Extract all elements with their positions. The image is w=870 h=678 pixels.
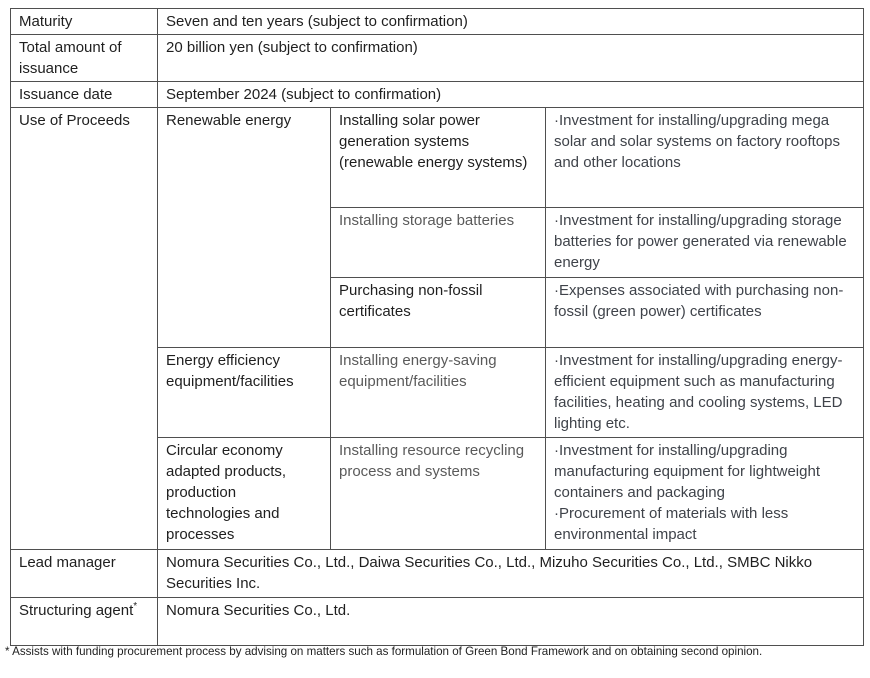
detail-storage-batteries: ·Investment for installing/upgrading sto… [544, 207, 865, 278]
project-storage-batteries: Installing storage batteries [330, 207, 546, 278]
table-row: Circular economy adapted products, produ… [11, 437, 865, 550]
detail-bullet: ·Investment for installing/upgrading sto… [554, 212, 847, 271]
issuance-date-label: Issuance date [10, 81, 158, 108]
table-row: Purchasing non-fossil certificates ·Expe… [11, 277, 865, 348]
detail-resource-recycling: ·Investment for installing/upgrading man… [544, 437, 865, 550]
table-row: Lead manager Nomura Securities Co., Ltd.… [10, 549, 865, 598]
category-renewable-energy: Renewable energy [157, 107, 331, 348]
detail-bullet: ·Investment for installing/upgrading ene… [554, 352, 843, 432]
issuance-date-value: September 2024 (subject to confirmation) [156, 81, 865, 108]
category-circular-economy: Circular economy adapted products, produ… [157, 437, 331, 550]
structuring-agent-value: Nomura Securities Co., Ltd. [156, 597, 865, 646]
total-amount-label: Total amount of issuance [10, 34, 158, 82]
bond-terms-table: Maturity Seven and ten years (subject to… [10, 8, 865, 646]
lead-manager-label: Lead manager [10, 549, 158, 598]
detail-solar-power: ·Investment for installing/upgrading meg… [544, 107, 865, 208]
project-energy-saving: Installing energy-saving equipment/facil… [330, 347, 546, 438]
project-solar-power: Installing solar power generation system… [330, 107, 546, 208]
maturity-label: Maturity [10, 8, 158, 35]
table-row: Use of Proceeds Renewable energy Install… [10, 107, 865, 550]
structuring-agent-label: Structuring agent* [10, 597, 158, 646]
table-row: Total amount of issuance 20 billion yen … [10, 34, 865, 82]
table-row: Structuring agent* Nomura Securities Co.… [10, 597, 865, 646]
detail-bullet: ·Procurement of materials with less envi… [554, 505, 789, 543]
detail-non-fossil-certificates: ·Expenses associated with purchasing non… [544, 277, 865, 348]
table-row: Installing storage batteries ·Investment… [11, 207, 865, 278]
project-non-fossil-certificates: Purchasing non-fossil certificates [330, 277, 546, 348]
detail-energy-saving: ·Investment for installing/upgrading ene… [544, 347, 865, 438]
detail-bullet: ·Investment for installing/upgrading meg… [554, 112, 840, 171]
detail-bullet: ·Expenses associated with purchasing non… [554, 282, 844, 320]
total-amount-value: 20 billion yen (subject to confirmation) [156, 34, 865, 82]
detail-bullet: ·Investment for installing/upgrading man… [554, 442, 820, 501]
use-of-proceeds-label: Use of Proceeds [10, 107, 158, 550]
maturity-value: Seven and ten years (subject to confirma… [156, 8, 865, 35]
category-energy-efficiency: Energy efficiency equipment/facilities [157, 347, 331, 438]
table-row: Maturity Seven and ten years (subject to… [10, 8, 865, 35]
lead-manager-value: Nomura Securities Co., Ltd., Daiwa Secur… [156, 549, 865, 598]
footnote-text: * Assists with funding procurement proce… [5, 645, 763, 658]
table-row: Issuance date September 2024 (subject to… [10, 81, 865, 108]
project-resource-recycling: Installing resource recycling process an… [330, 437, 546, 550]
structuring-agent-label-text: Structuring agent [19, 602, 134, 619]
footnote-asterisk: * [133, 601, 138, 612]
